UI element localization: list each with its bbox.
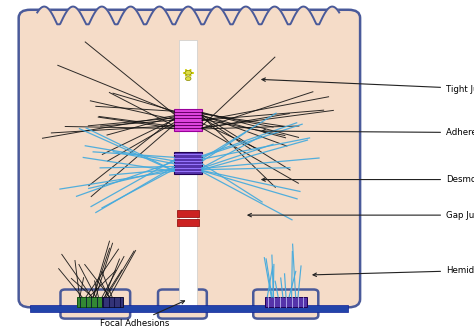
FancyBboxPatch shape	[61, 289, 130, 319]
Bar	[265, 297, 307, 307]
FancyBboxPatch shape	[18, 10, 360, 307]
Bar	[179, 41, 197, 306]
Bar	[102, 297, 123, 307]
FancyBboxPatch shape	[253, 289, 319, 319]
Bar	[174, 109, 202, 131]
Bar	[174, 152, 202, 174]
Text: Tight Junctions: Tight Junctions	[262, 78, 474, 93]
Bar	[30, 305, 348, 313]
Text: Gap Junctions: Gap Junctions	[248, 211, 474, 220]
FancyBboxPatch shape	[158, 289, 207, 319]
Bar	[177, 219, 200, 226]
Bar	[177, 210, 200, 217]
Text: Desmosomes: Desmosomes	[262, 175, 474, 184]
Text: Hemidesmosomes: Hemidesmosomes	[313, 266, 474, 277]
Text: Adherens Junctions: Adherens Junctions	[262, 128, 474, 137]
Text: Focal Adhesions: Focal Adhesions	[100, 301, 184, 328]
Bar	[77, 297, 102, 307]
Circle shape	[185, 77, 191, 81]
Circle shape	[185, 71, 191, 75]
